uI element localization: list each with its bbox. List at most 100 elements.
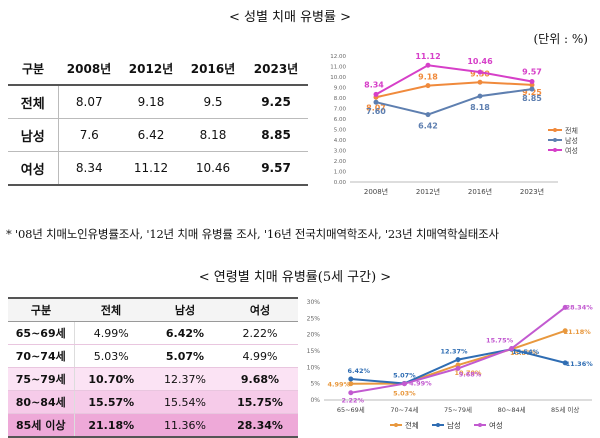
data-point (348, 376, 354, 382)
legend-label: 전체 (405, 420, 419, 430)
data-label: 6.42 (418, 122, 438, 131)
legend-marker (553, 148, 557, 152)
table-cell: 15.57% (74, 390, 148, 414)
y-tick-label: 3.00 (334, 149, 347, 155)
row-label: 85세 이상 (8, 413, 75, 438)
data-point (477, 69, 483, 75)
series-line (375, 81, 533, 99)
data-point (348, 390, 354, 396)
x-tick-label: 75~79세 (444, 405, 472, 414)
table-row: 남성 7.6 6.42 8.18 8.85 (8, 118, 308, 152)
y-tick-label: 10% (307, 364, 321, 371)
table-row: 85세 이상 21.18% 11.36% 28.34% (8, 413, 298, 438)
data-label: 10.70% (454, 369, 482, 377)
y-tick-label: 15% (307, 348, 321, 355)
data-label: 5.07% (393, 371, 416, 379)
data-label: 4.99% (328, 381, 351, 389)
table-cell: 8.34 (58, 151, 120, 186)
data-point (562, 304, 568, 310)
data-label: 7.60 (366, 107, 386, 116)
y-tick-label: 0% (310, 397, 320, 404)
table-cell: 6.42 (120, 118, 182, 152)
data-label: 8.34 (364, 80, 384, 89)
header-cell: 2023년 (244, 52, 308, 86)
data-point (425, 112, 431, 118)
unit-label: (단위 : %) (533, 32, 588, 46)
y-tick-label: 11.00 (330, 65, 346, 71)
y-tick-label: 8.00 (334, 96, 347, 102)
row-label: 전체 (8, 85, 59, 119)
table-row: 80~84세 15.57% 15.54% 15.75% (8, 390, 298, 414)
table-row: 전체 8.07 9.18 9.5 9.25 (8, 85, 308, 119)
table-cell: 9.18 (120, 85, 182, 119)
legend-label: 여성 (489, 420, 503, 430)
header-cell: 구분 (8, 297, 74, 322)
y-tick-label: 2.00 (334, 159, 347, 165)
row-label: 여성 (8, 151, 59, 186)
table-cell: 8.18 (182, 118, 244, 152)
data-point (425, 62, 431, 68)
table-cell: 4.99% (222, 344, 298, 368)
data-label: 12.37% (440, 348, 468, 356)
data-label: 8.85 (522, 94, 542, 103)
data-label: 11.12 (415, 52, 440, 61)
data-label: 8.07 (366, 103, 386, 112)
table-cell: 6.42% (148, 321, 222, 345)
y-tick-label: 9.00 (334, 86, 347, 92)
section2-title: < 연령별 치매 유병률(5세 구간) > (198, 270, 392, 285)
legend-label: 남성 (565, 136, 578, 145)
legend-marker (436, 423, 440, 427)
age-line-chart: 0% 5% 10% 15% 20% 25% 30% 65~69세 70~74세 75~79세 80~… (307, 299, 594, 430)
table-cell: 11.36% (148, 413, 222, 438)
data-point (425, 83, 431, 89)
data-label: 11.36% (566, 360, 594, 368)
data-point (455, 357, 461, 363)
table-cell: 15.75% (222, 390, 298, 414)
data-label: 10.46 (467, 57, 493, 66)
data-point (529, 86, 535, 92)
header-cell: 전체 (74, 297, 148, 322)
header-cell: 2016년 (182, 52, 244, 86)
table-cell: 10.70% (74, 367, 148, 391)
table-cell: 5.03% (74, 344, 148, 368)
y-tick-label: 20% (307, 332, 321, 339)
data-label: 4.99% (409, 380, 432, 388)
data-point (348, 381, 354, 387)
legend-marker (394, 423, 398, 427)
table-cell: 15.54% (148, 390, 222, 414)
table-row: 70~74세 5.03% 5.07% 4.99% (8, 344, 298, 368)
y-tick-label: 5.00 (334, 128, 347, 134)
data-label: 15.75% (486, 337, 514, 345)
data-label: 5.03% (393, 390, 416, 398)
header-cell: 구분 (8, 52, 58, 86)
table-cell: 21.18% (74, 413, 148, 438)
section1-title: < 성별 치매 유병률 > (228, 10, 352, 25)
data-label: 2.22% (342, 397, 365, 405)
table-header-row: 구분 2008년 2012년 2016년 2023년 (8, 52, 308, 86)
age-table: 구분 전체 남성 여성 65~69세 4.99% 6.42% 2.22% 70~… (8, 297, 298, 438)
table-cell: 9.5 (182, 85, 244, 119)
table-header-row: 구분 전체 남성 여성 (8, 297, 298, 322)
table-cell: 11.12 (120, 151, 182, 186)
data-point (401, 381, 407, 387)
table-cell: 28.34% (222, 413, 298, 438)
x-tick-label: 2023년 (520, 187, 544, 195)
table-cell: 10.46 (182, 151, 244, 186)
series-line (375, 64, 533, 96)
gender-table: 구분 2008년 2012년 2016년 2023년 전체 8.07 9.18 … (8, 52, 308, 186)
source-note: * '08년 치매노인유병률조사, '12년 치매 유병률 조사, '16년 전… (6, 227, 499, 241)
header-cell: 남성 (148, 297, 222, 322)
y-tick-label: 6.00 (334, 117, 347, 123)
header-cell: 2008년 (58, 52, 120, 86)
row-label: 70~74세 (8, 344, 75, 368)
legend-marker (553, 128, 557, 132)
data-label: 21.18% (564, 328, 592, 336)
data-point (562, 360, 568, 366)
table-cell: 7.6 (58, 118, 120, 152)
header-cell: 2012년 (120, 52, 182, 86)
x-tick-label: 2008년 (364, 187, 388, 195)
y-tick-label: 1.00 (334, 170, 347, 176)
legend-marker (553, 138, 557, 142)
y-tick-label: 0.00 (334, 180, 347, 186)
y-tick-label: 30% (307, 299, 321, 306)
